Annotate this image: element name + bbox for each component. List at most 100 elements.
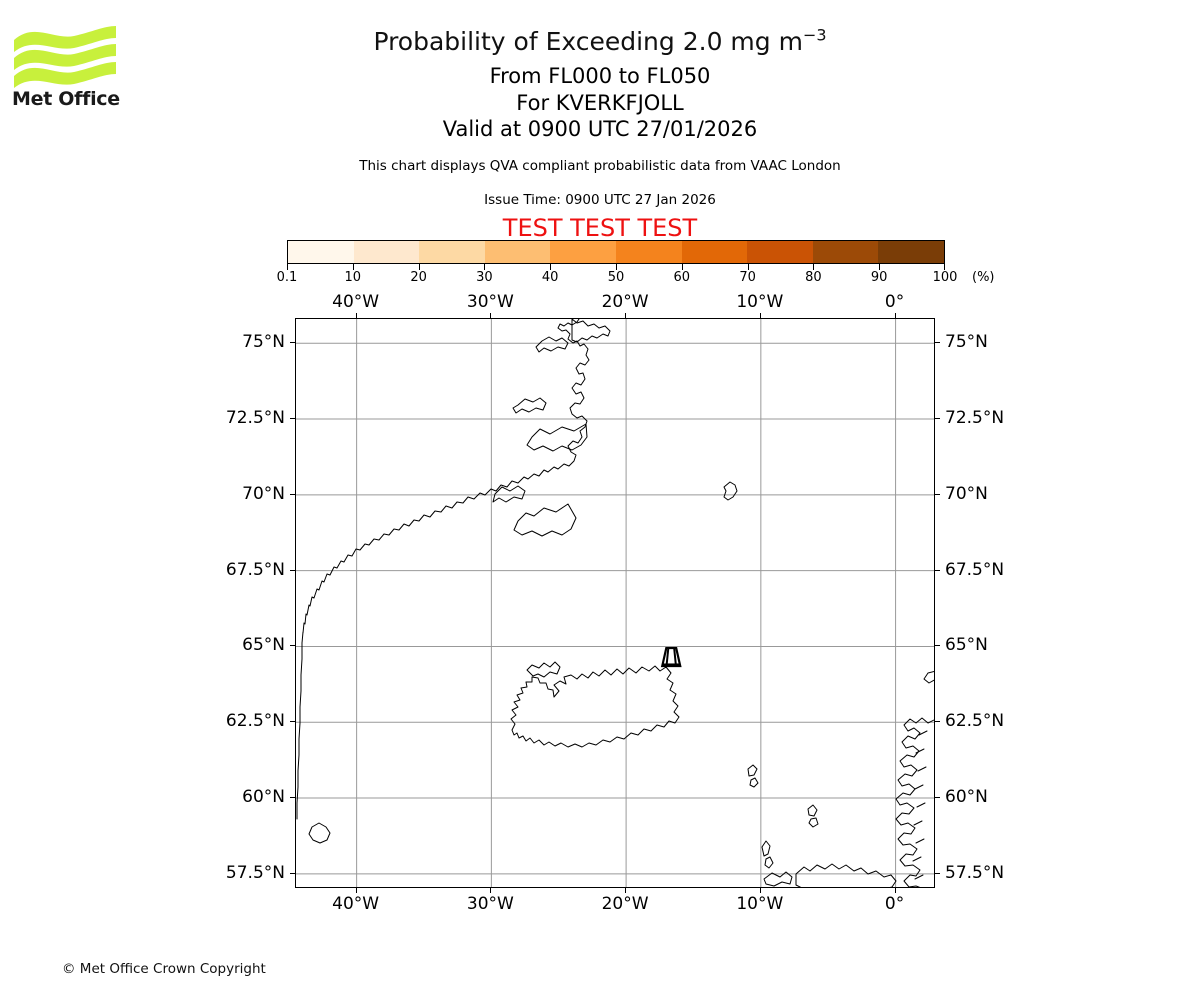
lat-label-left-5: 62.5°N — [225, 711, 285, 732]
volcano-marker-kverkfjoll — [660, 646, 682, 668]
volcano-base-bar — [662, 663, 681, 667]
colorbar-segment-5 — [615, 241, 682, 263]
met-office-logo-text: Met Office — [12, 88, 120, 110]
lat-tick-right-1 — [935, 418, 940, 420]
page-title-exponent: −3 — [802, 25, 827, 45]
valid-time-line: Valid at 0900 UTC 27/01/2026 — [442, 117, 758, 141]
colorbar-tick-label-1: 10 — [344, 270, 362, 285]
page-title-text: Probability of Exceeding 2.0 mg m — [373, 27, 803, 56]
coast-orkney — [807, 804, 819, 828]
lon-label-top-1: 30°W — [466, 292, 514, 312]
lat-label-right-1: 72.5°N — [945, 408, 1005, 429]
lat-label-left-7: 57.5°N — [225, 862, 285, 883]
lat-label-left-3: 67.5°N — [225, 559, 285, 580]
lat-label-left-2: 70°N — [242, 483, 285, 504]
colorbar-segment-7 — [747, 241, 813, 263]
lat-tick-left-6 — [290, 797, 295, 799]
map-gridlines — [296, 319, 934, 887]
test-banner: TEST TEST TEST — [502, 214, 698, 242]
colorbar-tick-3 — [484, 264, 486, 270]
colorbar-tick-label-7: 70 — [739, 270, 756, 285]
coast-norway-fjords — [912, 730, 928, 880]
lon-tick-bottom-2 — [625, 888, 627, 893]
coast-shetland — [761, 840, 774, 869]
lat-tick-right-2 — [935, 493, 940, 495]
issue-time-line: Issue Time: 0900 UTC 27 Jan 2026 — [484, 192, 716, 208]
lon-tick-bottom-3 — [759, 888, 761, 893]
map-canvas — [296, 319, 934, 887]
lon-tick-bottom-4 — [894, 888, 896, 893]
lat-label-right-0: 75°N — [945, 332, 988, 353]
lon-label-top-2: 20°W — [601, 292, 649, 312]
colorbar-tick-6 — [681, 264, 683, 270]
colorbar-tick-labels: 0.1 10 20 30 40 50 60 70 80 90 100 — [277, 270, 958, 288]
lon-label-bottom-2: 20°W — [601, 894, 649, 914]
colorbar-units-label: (%) — [972, 270, 995, 285]
lat-label-right-6: 60°N — [945, 787, 988, 808]
coast-jan-mayen — [723, 481, 738, 501]
colorbar-segment-6 — [681, 241, 748, 263]
coast-norway-north-island — [923, 670, 934, 684]
coast-faroe-islands — [747, 764, 759, 788]
volcano-name-line: For KVERKFJOLL — [516, 91, 684, 115]
coast-greenland-fjord-scoresby — [526, 423, 588, 452]
lat-tick-right-6 — [935, 797, 940, 799]
coast-greenland-ne-islands — [571, 319, 611, 343]
coast-greenland-main — [296, 319, 590, 820]
lat-tick-left-0 — [290, 342, 295, 344]
colorbar-tick-7 — [747, 264, 749, 270]
map-coastlines — [296, 319, 934, 887]
lat-label-right-7: 57.5°N — [945, 862, 1005, 883]
lon-tick-bottom-0 — [355, 888, 357, 893]
lat-tick-left-5 — [290, 721, 295, 723]
colorbar-tick-label-8: 80 — [805, 270, 822, 285]
lat-tick-right-7 — [935, 872, 940, 874]
lon-label-bottom-0: 40°W — [332, 894, 380, 914]
page-title: Probability of Exceeding 2.0 mg m−3 — [0, 27, 1200, 57]
coast-greenland-island-a — [535, 336, 569, 353]
map-plot-area — [295, 318, 935, 888]
coast-greenland-small-island — [308, 822, 331, 844]
colorbar-tick-9 — [879, 264, 881, 270]
colorbar-tick-2 — [418, 264, 420, 270]
colorbar-segment-0 — [288, 241, 354, 263]
colorbar-tick-1 — [352, 264, 354, 270]
colorbar-tick-label-9: 90 — [870, 270, 888, 285]
colorbar-tick-label-6: 60 — [673, 270, 691, 285]
lat-tick-right-3 — [935, 569, 940, 571]
lon-tick-bottom-1 — [490, 888, 492, 893]
qva-compliance-note: This chart displays QVA compliant probab… — [359, 158, 841, 174]
lat-label-right-4: 65°N — [945, 635, 988, 656]
lat-tick-right-0 — [935, 342, 940, 344]
lat-label-right-5: 62.5°N — [945, 711, 1005, 732]
lon-tick-top-1 — [490, 313, 492, 318]
coast-greenland-island-b — [512, 397, 547, 414]
lat-label-left-6: 60°N — [242, 787, 285, 808]
colorbar-segment-9 — [878, 241, 944, 263]
lat-tick-left-1 — [290, 418, 295, 420]
lat-tick-left-4 — [290, 645, 295, 647]
lon-tick-top-2 — [625, 313, 627, 318]
coast-iceland — [510, 665, 680, 748]
colorbar-tick-5 — [616, 264, 617, 270]
probability-colorbar — [287, 240, 945, 264]
lat-label-left-4: 65°N — [242, 635, 285, 656]
colorbar-segment-4 — [550, 241, 616, 263]
colorbar-tick-label-4: 40 — [541, 270, 559, 285]
colorbar-tick-0 — [287, 264, 288, 270]
lon-label-bottom-3: 10°W — [736, 894, 784, 914]
colorbar-segment-1 — [353, 241, 420, 263]
lat-tick-left-2 — [290, 493, 295, 495]
coast-scotland — [795, 863, 897, 887]
volcano-inner-line-1 — [673, 647, 677, 667]
copyright-notice: © Met Office Crown Copyright — [62, 961, 266, 977]
lat-label-left-0: 75°N — [242, 332, 285, 353]
coast-norway — [895, 717, 934, 887]
met-office-logo — [12, 24, 132, 114]
colorbar-tickmarks — [287, 264, 945, 270]
coast-outer-hebrides — [763, 871, 793, 887]
lon-tick-top-4 — [894, 313, 896, 318]
colorbar-segment-8 — [812, 241, 879, 263]
lat-tick-right-5 — [935, 721, 940, 723]
lat-tick-left-7 — [290, 872, 295, 874]
